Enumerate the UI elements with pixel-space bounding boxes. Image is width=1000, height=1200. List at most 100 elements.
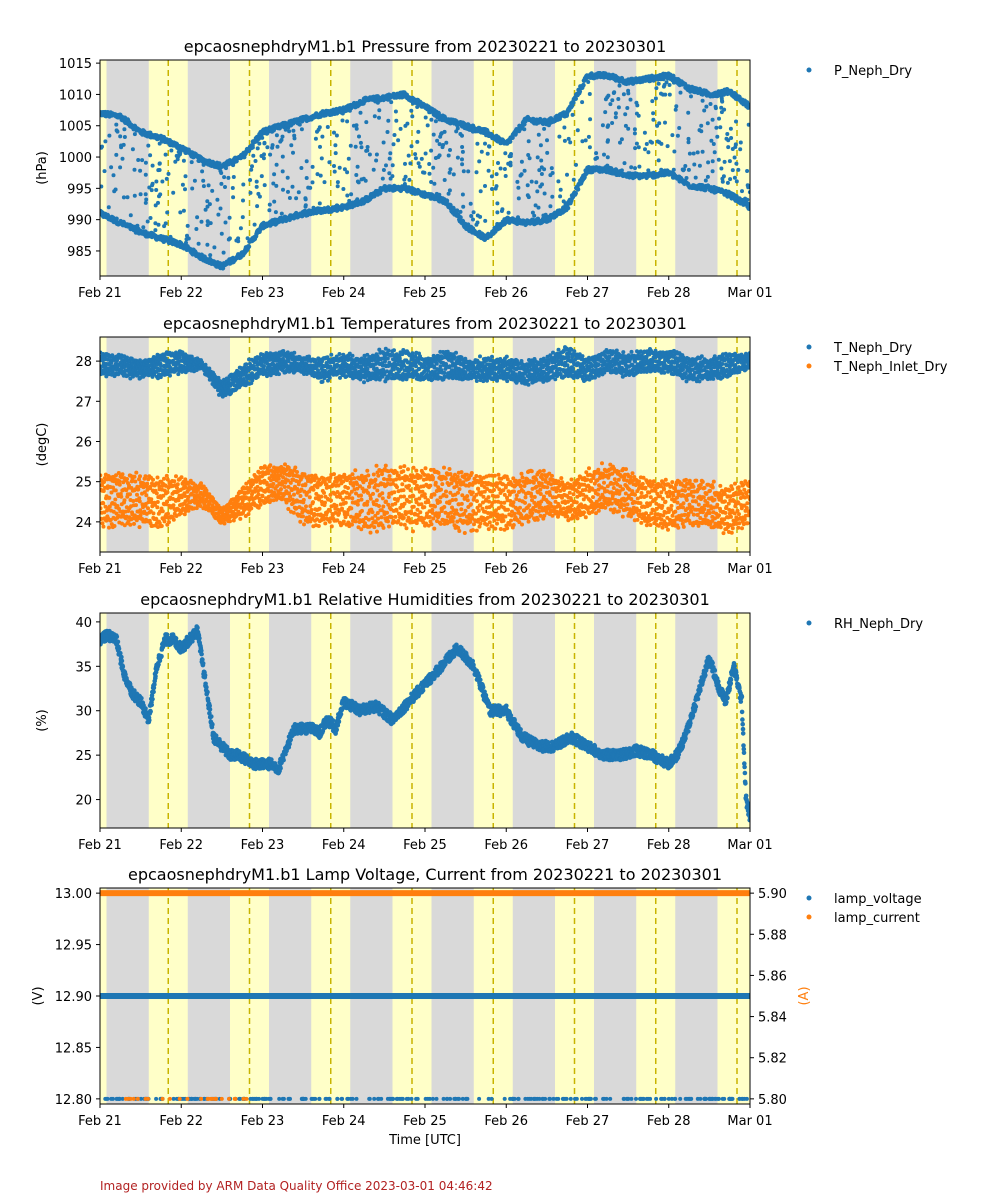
data-point xyxy=(539,172,544,176)
night-band xyxy=(431,60,474,276)
data-point xyxy=(277,372,281,377)
data-point xyxy=(447,188,452,193)
data-point xyxy=(702,108,707,113)
data-point xyxy=(136,227,141,232)
data-point xyxy=(153,203,158,208)
data-point xyxy=(545,150,550,155)
data-point xyxy=(113,187,118,192)
data-point xyxy=(489,174,494,179)
data-point xyxy=(222,175,227,180)
data-point xyxy=(219,181,224,186)
data-point xyxy=(516,215,520,220)
data-point xyxy=(461,121,467,127)
data-point xyxy=(479,233,484,238)
data-point xyxy=(423,151,428,156)
x-tick-label: Feb 27 xyxy=(566,286,610,301)
y-axis-label: (hPa) xyxy=(35,151,50,185)
data-point xyxy=(505,379,510,384)
data-point xyxy=(407,177,412,182)
data-point xyxy=(353,144,358,149)
data-point xyxy=(219,231,224,236)
data-point xyxy=(136,158,141,162)
data-point xyxy=(717,116,721,121)
data-point xyxy=(478,354,482,359)
data-point xyxy=(667,83,672,87)
data-point xyxy=(699,123,704,128)
data-point xyxy=(310,180,315,185)
data-point xyxy=(564,113,569,118)
data-point xyxy=(718,125,723,130)
data-point xyxy=(542,191,547,196)
data-point xyxy=(513,131,518,136)
data-point xyxy=(118,165,123,170)
data-point xyxy=(726,138,731,143)
data-point xyxy=(281,187,285,192)
data-point xyxy=(543,212,548,217)
data-point xyxy=(566,355,571,360)
data-point xyxy=(575,128,580,133)
data-point xyxy=(447,170,452,175)
data-point xyxy=(304,176,309,180)
data-point xyxy=(556,179,561,184)
data-point xyxy=(622,161,627,166)
data-point xyxy=(460,149,465,154)
data-point xyxy=(715,134,720,139)
data-point xyxy=(244,362,249,367)
data-point xyxy=(148,153,153,158)
data-point xyxy=(460,192,465,197)
data-point xyxy=(471,128,476,133)
data-point xyxy=(493,186,498,191)
data-point xyxy=(184,240,188,245)
data-point xyxy=(260,135,265,140)
data-point xyxy=(540,182,544,187)
data-point xyxy=(680,167,685,172)
data-point xyxy=(335,184,340,189)
data-point xyxy=(375,100,380,105)
data-point xyxy=(405,121,410,126)
data-point xyxy=(551,119,556,124)
data-point xyxy=(471,217,475,222)
data-point xyxy=(692,162,697,167)
data-point xyxy=(416,161,421,166)
data-point xyxy=(581,82,586,88)
data-point xyxy=(250,378,255,383)
data-point xyxy=(183,187,187,192)
data-point xyxy=(387,156,392,161)
data-point xyxy=(377,191,383,196)
data-point xyxy=(444,140,449,145)
data-point xyxy=(586,80,591,84)
data-point xyxy=(557,134,562,139)
data-point xyxy=(441,143,446,147)
data-point xyxy=(334,354,339,359)
data-point xyxy=(438,134,443,139)
data-point xyxy=(705,121,710,126)
data-point xyxy=(246,244,252,249)
data-point xyxy=(181,158,186,163)
data-point xyxy=(659,167,664,172)
data-point xyxy=(245,236,250,241)
data-point xyxy=(429,180,434,184)
data-point xyxy=(646,168,651,173)
data-point xyxy=(153,221,158,226)
data-point xyxy=(500,207,505,212)
data-point xyxy=(275,144,280,149)
data-point xyxy=(471,210,476,215)
data-point xyxy=(377,115,381,120)
data-point xyxy=(606,123,611,128)
data-point xyxy=(356,180,361,185)
data-point xyxy=(255,374,260,379)
data-point xyxy=(208,253,213,258)
data-point xyxy=(144,197,149,202)
data-point xyxy=(700,149,705,154)
data-point xyxy=(738,147,743,152)
data-point xyxy=(711,142,716,146)
data-point xyxy=(656,81,661,86)
data-point xyxy=(673,107,678,112)
data-point xyxy=(434,361,439,366)
data-point xyxy=(234,238,239,243)
data-point xyxy=(610,98,615,103)
data-point xyxy=(326,378,330,383)
data-point xyxy=(691,151,696,156)
data-point xyxy=(526,139,531,144)
data-point xyxy=(660,75,664,79)
